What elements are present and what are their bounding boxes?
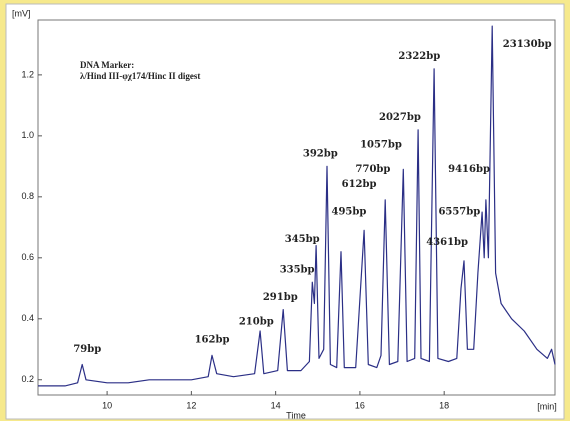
note: λ/Hind III-φχ174/Hinc II digest	[80, 71, 200, 81]
y-tick-label: 0.6	[21, 252, 34, 262]
peak-label: 210bp	[239, 316, 274, 327]
peak-label: 1057bp	[360, 140, 402, 151]
x-tick-label: 10	[102, 400, 112, 410]
trace	[38, 25, 556, 387]
peak-label: 291bp	[263, 292, 298, 303]
peak-label: 23130bp	[503, 39, 552, 50]
peak-label: 335bp	[280, 265, 315, 276]
x-tick-label: 12	[186, 400, 196, 410]
peak-label: 79bp	[73, 344, 101, 355]
y-tick-label: 1.2	[21, 69, 34, 79]
x-unit: [min]	[537, 401, 557, 411]
x-tick-label: 14	[271, 400, 281, 410]
peak-label: 495bp	[332, 207, 367, 218]
peak-label: 9416bp	[448, 164, 490, 175]
peak-label: 4361bp	[426, 237, 468, 248]
peak-label: 770bp	[356, 164, 391, 175]
plot-area	[37, 19, 556, 396]
peak-label: 6557bp	[438, 207, 480, 218]
peak-label: 345bp	[285, 234, 320, 245]
x-tick-label: 16	[355, 400, 365, 410]
y-tick-label: 0.4	[21, 313, 34, 323]
peak-label: 162bp	[195, 335, 230, 346]
peak-label: 392bp	[303, 149, 338, 160]
x-tick-label: 18	[439, 400, 449, 410]
x-axis-label: Time	[286, 410, 306, 420]
y-tick-label: 1.0	[21, 130, 34, 140]
peak-label: 2027bp	[379, 112, 421, 123]
y-unit: [mV]	[12, 8, 31, 18]
peak-label: 612bp	[342, 179, 377, 190]
peak-label: 2322bp	[398, 51, 440, 62]
y-tick-label: 0.2	[21, 374, 34, 384]
y-tick-label: 0.8	[21, 191, 34, 201]
note: DNA Marker:	[80, 60, 134, 70]
